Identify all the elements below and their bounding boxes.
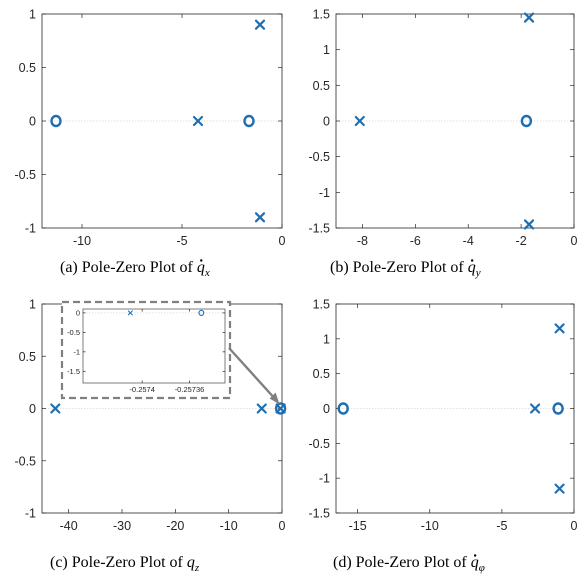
y-tick-label: 0.5 (19, 61, 36, 75)
zero-marker (50, 114, 62, 128)
zero-marker (243, 114, 255, 128)
zoom-arrow (228, 347, 277, 401)
plot-a: -10 -5 0 -1 -0.5 0 0.5 1 (14, 8, 285, 249)
x-tick-label: 0 (571, 234, 578, 248)
caption-b: (b) Pole-Zero Plot of qy (330, 259, 481, 279)
y-tick-label: -0.5 (308, 150, 330, 164)
pole-marker (256, 403, 267, 414)
y-tick-label: -1 (319, 186, 330, 200)
y-tick-label: 1.5 (313, 8, 330, 22)
dot-accent (470, 259, 474, 262)
x-tick-label: -40 (60, 519, 78, 533)
x-tick-label: -10 (73, 234, 91, 248)
pole-marker (254, 19, 266, 30)
zero-marker (198, 309, 205, 317)
y-tick-label: 1 (29, 298, 36, 312)
x-tick-label: -5 (176, 234, 187, 248)
pole-marker (554, 483, 565, 494)
y-tick-label: 0 (29, 115, 36, 129)
pole-marker (50, 403, 61, 414)
y-tick-label: 0.5 (19, 350, 36, 364)
y-tick-label: -0.5 (14, 168, 36, 182)
pole-marker (554, 323, 565, 334)
axes-box (82, 308, 226, 384)
y-tick-label: 0 (323, 115, 330, 129)
x-tick-label: -4 (463, 234, 474, 248)
y-tick-label: -0.5 (14, 454, 36, 468)
x-tick-label: -5 (496, 519, 507, 533)
y-tick-label: 0.5 (313, 79, 330, 93)
dot-accent (200, 259, 203, 262)
pole-marker (523, 219, 535, 230)
zero-marker (337, 402, 349, 415)
pole-marker (192, 115, 204, 127)
plot-d: -15 -10 -5 0 -1.5 -1 -0.5 0 0.5 1 1.5 (308, 298, 577, 534)
caption-a: (a) Pole-Zero Plot of qx (60, 259, 210, 279)
y-tick-label: 0 (76, 308, 80, 317)
x-tick-label: -0.2574 (129, 385, 154, 394)
x-tick-label: 0 (279, 519, 286, 533)
pole-marker (275, 403, 286, 414)
pole-marker (529, 403, 541, 414)
zero-marker (552, 402, 564, 415)
y-tick-label: -1 (319, 472, 330, 486)
plot-c-inset: -0.2574 -0.25736 0 -0.5 -1 -1.5 (67, 308, 226, 394)
x-tick-label: -0.25736 (175, 385, 205, 394)
y-tick-label: 0 (323, 402, 330, 416)
y-tick-label: 0.5 (313, 367, 330, 381)
y-tick-label: -1.5 (67, 367, 80, 376)
x-tick-label: -2 (516, 234, 527, 248)
x-tick-label: -20 (166, 519, 184, 533)
y-tick-label: -1 (25, 222, 36, 236)
pole-marker (127, 310, 133, 316)
x-tick-label: -6 (410, 234, 421, 248)
y-tick-label: -0.5 (308, 437, 330, 451)
zero-marker (520, 114, 533, 128)
zero-marker (274, 402, 287, 415)
y-tick-label: -1.5 (308, 507, 330, 521)
caption-d: (d) Pole-Zero Plot of qφ (333, 554, 485, 574)
dot-accent (473, 554, 477, 557)
y-tick-label: -0.5 (67, 328, 80, 337)
x-tick-label: -8 (357, 234, 368, 248)
pole-marker (354, 115, 365, 127)
y-tick-label: 1.5 (313, 298, 330, 312)
y-tick-label: 1 (323, 332, 330, 346)
plot-b: -8 -6 -4 -2 0 -1.5 -1 -0.5 0 0.5 1 1.5 (308, 8, 577, 249)
y-tick-label: -1.5 (308, 222, 330, 236)
pole-marker (523, 12, 535, 23)
zoom-arrowhead (269, 392, 280, 405)
x-tick-label: -15 (349, 519, 367, 533)
x-tick-label: -10 (421, 519, 439, 533)
x-tick-label: -30 (113, 519, 131, 533)
x-tick-label: 0 (571, 519, 578, 533)
pole-marker (254, 212, 266, 223)
x-tick-label: -10 (220, 519, 238, 533)
y-tick-label: 1 (29, 8, 36, 22)
caption-c: (c) Pole-Zero Plot of qz (50, 554, 200, 574)
y-tick-label: 0 (29, 402, 36, 416)
y-tick-label: 1 (323, 43, 330, 57)
y-tick-label: -1 (73, 347, 80, 356)
inset-zoom-box (60, 300, 232, 400)
x-tick-label: 0 (279, 234, 286, 248)
y-tick-label: -1 (25, 507, 36, 521)
